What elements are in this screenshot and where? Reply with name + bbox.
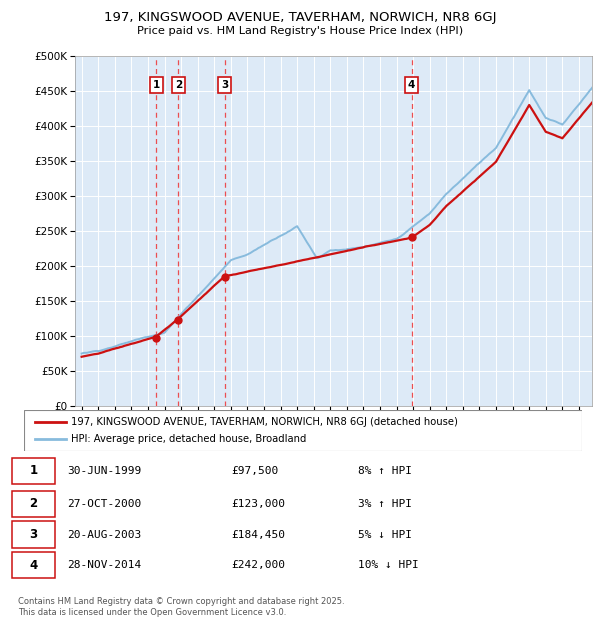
Text: 197, KINGSWOOD AVENUE, TAVERHAM, NORWICH, NR8 6GJ: 197, KINGSWOOD AVENUE, TAVERHAM, NORWICH… bbox=[104, 11, 496, 24]
Text: 2: 2 bbox=[175, 80, 182, 91]
Text: 3% ↑ HPI: 3% ↑ HPI bbox=[358, 499, 412, 509]
Text: 2: 2 bbox=[29, 497, 38, 510]
FancyBboxPatch shape bbox=[12, 552, 55, 578]
Text: 5% ↓ HPI: 5% ↓ HPI bbox=[358, 529, 412, 539]
Text: 4: 4 bbox=[29, 559, 38, 572]
Text: 30-JUN-1999: 30-JUN-1999 bbox=[67, 466, 141, 476]
Text: £97,500: £97,500 bbox=[231, 466, 278, 476]
Text: 28-NOV-2014: 28-NOV-2014 bbox=[67, 560, 141, 570]
Text: 8% ↑ HPI: 8% ↑ HPI bbox=[358, 466, 412, 476]
FancyBboxPatch shape bbox=[12, 458, 55, 484]
FancyBboxPatch shape bbox=[24, 410, 582, 451]
Text: £242,000: £242,000 bbox=[231, 560, 285, 570]
Text: Price paid vs. HM Land Registry's House Price Index (HPI): Price paid vs. HM Land Registry's House … bbox=[137, 26, 463, 36]
Text: 10% ↓ HPI: 10% ↓ HPI bbox=[358, 560, 418, 570]
Text: HPI: Average price, detached house, Broadland: HPI: Average price, detached house, Broa… bbox=[71, 435, 307, 445]
Text: 27-OCT-2000: 27-OCT-2000 bbox=[67, 499, 141, 509]
FancyBboxPatch shape bbox=[12, 521, 55, 548]
Text: 20-AUG-2003: 20-AUG-2003 bbox=[67, 529, 141, 539]
Text: Contains HM Land Registry data © Crown copyright and database right 2025.
This d: Contains HM Land Registry data © Crown c… bbox=[18, 598, 344, 617]
Text: 1: 1 bbox=[152, 80, 160, 91]
Text: 4: 4 bbox=[408, 80, 415, 91]
Text: 197, KINGSWOOD AVENUE, TAVERHAM, NORWICH, NR8 6GJ (detached house): 197, KINGSWOOD AVENUE, TAVERHAM, NORWICH… bbox=[71, 417, 458, 427]
Text: 3: 3 bbox=[29, 528, 38, 541]
Text: £184,450: £184,450 bbox=[231, 529, 285, 539]
Text: 3: 3 bbox=[221, 80, 229, 91]
FancyBboxPatch shape bbox=[12, 490, 55, 517]
Text: 1: 1 bbox=[29, 464, 38, 477]
Text: £123,000: £123,000 bbox=[231, 499, 285, 509]
